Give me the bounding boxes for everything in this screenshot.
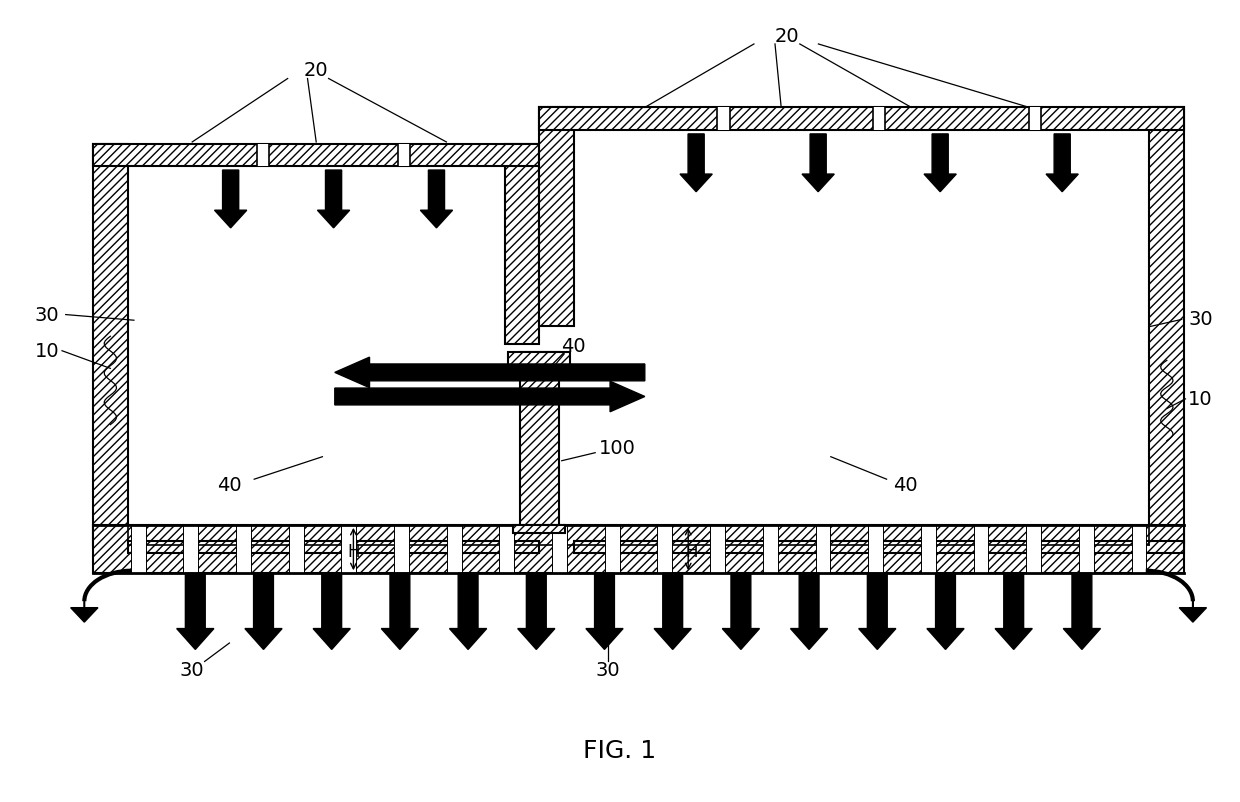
FancyArrow shape bbox=[449, 573, 486, 650]
FancyArrow shape bbox=[585, 573, 622, 650]
Bar bbox=[236, 525, 250, 573]
Text: 20: 20 bbox=[304, 61, 329, 80]
Bar bbox=[1028, 108, 1042, 131]
Bar bbox=[500, 525, 515, 573]
Bar bbox=[93, 144, 539, 167]
Bar bbox=[128, 541, 539, 553]
Bar bbox=[763, 525, 777, 573]
Text: 40: 40 bbox=[893, 476, 918, 495]
FancyArrow shape bbox=[312, 573, 351, 650]
FancyArrow shape bbox=[246, 573, 283, 650]
FancyArrow shape bbox=[680, 135, 712, 192]
Text: 30: 30 bbox=[180, 660, 205, 679]
Bar bbox=[539, 108, 1184, 131]
FancyArrow shape bbox=[994, 573, 1032, 650]
Text: 40: 40 bbox=[217, 476, 242, 495]
FancyArrow shape bbox=[71, 602, 98, 622]
Bar bbox=[921, 525, 936, 573]
FancyArrow shape bbox=[382, 573, 419, 650]
Bar bbox=[257, 144, 269, 167]
FancyArrow shape bbox=[858, 573, 895, 650]
Bar bbox=[93, 525, 1184, 573]
FancyArrow shape bbox=[335, 358, 645, 388]
FancyArrow shape bbox=[802, 135, 835, 192]
FancyArrow shape bbox=[655, 573, 692, 650]
Bar bbox=[446, 525, 461, 573]
Text: 30: 30 bbox=[595, 660, 620, 679]
Bar bbox=[520, 353, 559, 525]
Bar bbox=[657, 525, 672, 573]
Bar bbox=[873, 108, 885, 131]
FancyArrow shape bbox=[215, 171, 247, 229]
FancyArrow shape bbox=[317, 171, 350, 229]
Text: H: H bbox=[347, 542, 360, 560]
Bar bbox=[508, 353, 570, 371]
Bar bbox=[711, 525, 725, 573]
Text: FIG. 1: FIG. 1 bbox=[584, 738, 656, 762]
Bar bbox=[398, 144, 410, 167]
FancyArrow shape bbox=[335, 382, 645, 412]
FancyArrow shape bbox=[517, 573, 556, 650]
Text: 10: 10 bbox=[1188, 390, 1213, 409]
Bar bbox=[539, 108, 574, 327]
Bar bbox=[816, 525, 831, 573]
Bar bbox=[1079, 525, 1094, 573]
Text: 10: 10 bbox=[35, 342, 60, 361]
Bar bbox=[341, 525, 356, 573]
Bar bbox=[289, 525, 304, 573]
Bar bbox=[605, 525, 620, 573]
Bar bbox=[574, 541, 1184, 553]
Text: 100: 100 bbox=[599, 438, 636, 457]
Bar bbox=[513, 525, 565, 533]
Bar bbox=[128, 167, 539, 545]
FancyArrow shape bbox=[722, 573, 759, 650]
Bar bbox=[394, 525, 409, 573]
Bar bbox=[552, 525, 567, 573]
Bar bbox=[574, 131, 1184, 545]
Bar bbox=[973, 525, 988, 573]
Bar bbox=[1149, 108, 1184, 545]
Bar bbox=[505, 144, 539, 345]
Bar bbox=[184, 525, 198, 573]
FancyArrow shape bbox=[420, 171, 453, 229]
Text: 20: 20 bbox=[775, 26, 800, 46]
Text: H: H bbox=[686, 542, 698, 560]
FancyArrow shape bbox=[1047, 135, 1079, 192]
Text: 30: 30 bbox=[35, 306, 60, 325]
FancyArrow shape bbox=[924, 135, 956, 192]
Bar bbox=[93, 144, 128, 545]
Text: 40: 40 bbox=[560, 337, 585, 356]
FancyArrow shape bbox=[1179, 602, 1207, 622]
Bar bbox=[868, 525, 883, 573]
FancyArrow shape bbox=[1063, 573, 1101, 650]
Bar bbox=[1132, 525, 1147, 573]
FancyArrow shape bbox=[791, 573, 828, 650]
FancyArrow shape bbox=[177, 573, 213, 650]
FancyArrow shape bbox=[926, 573, 965, 650]
Text: 30: 30 bbox=[1188, 310, 1213, 329]
Bar bbox=[717, 108, 729, 131]
Bar bbox=[1027, 525, 1042, 573]
Bar bbox=[130, 525, 145, 573]
